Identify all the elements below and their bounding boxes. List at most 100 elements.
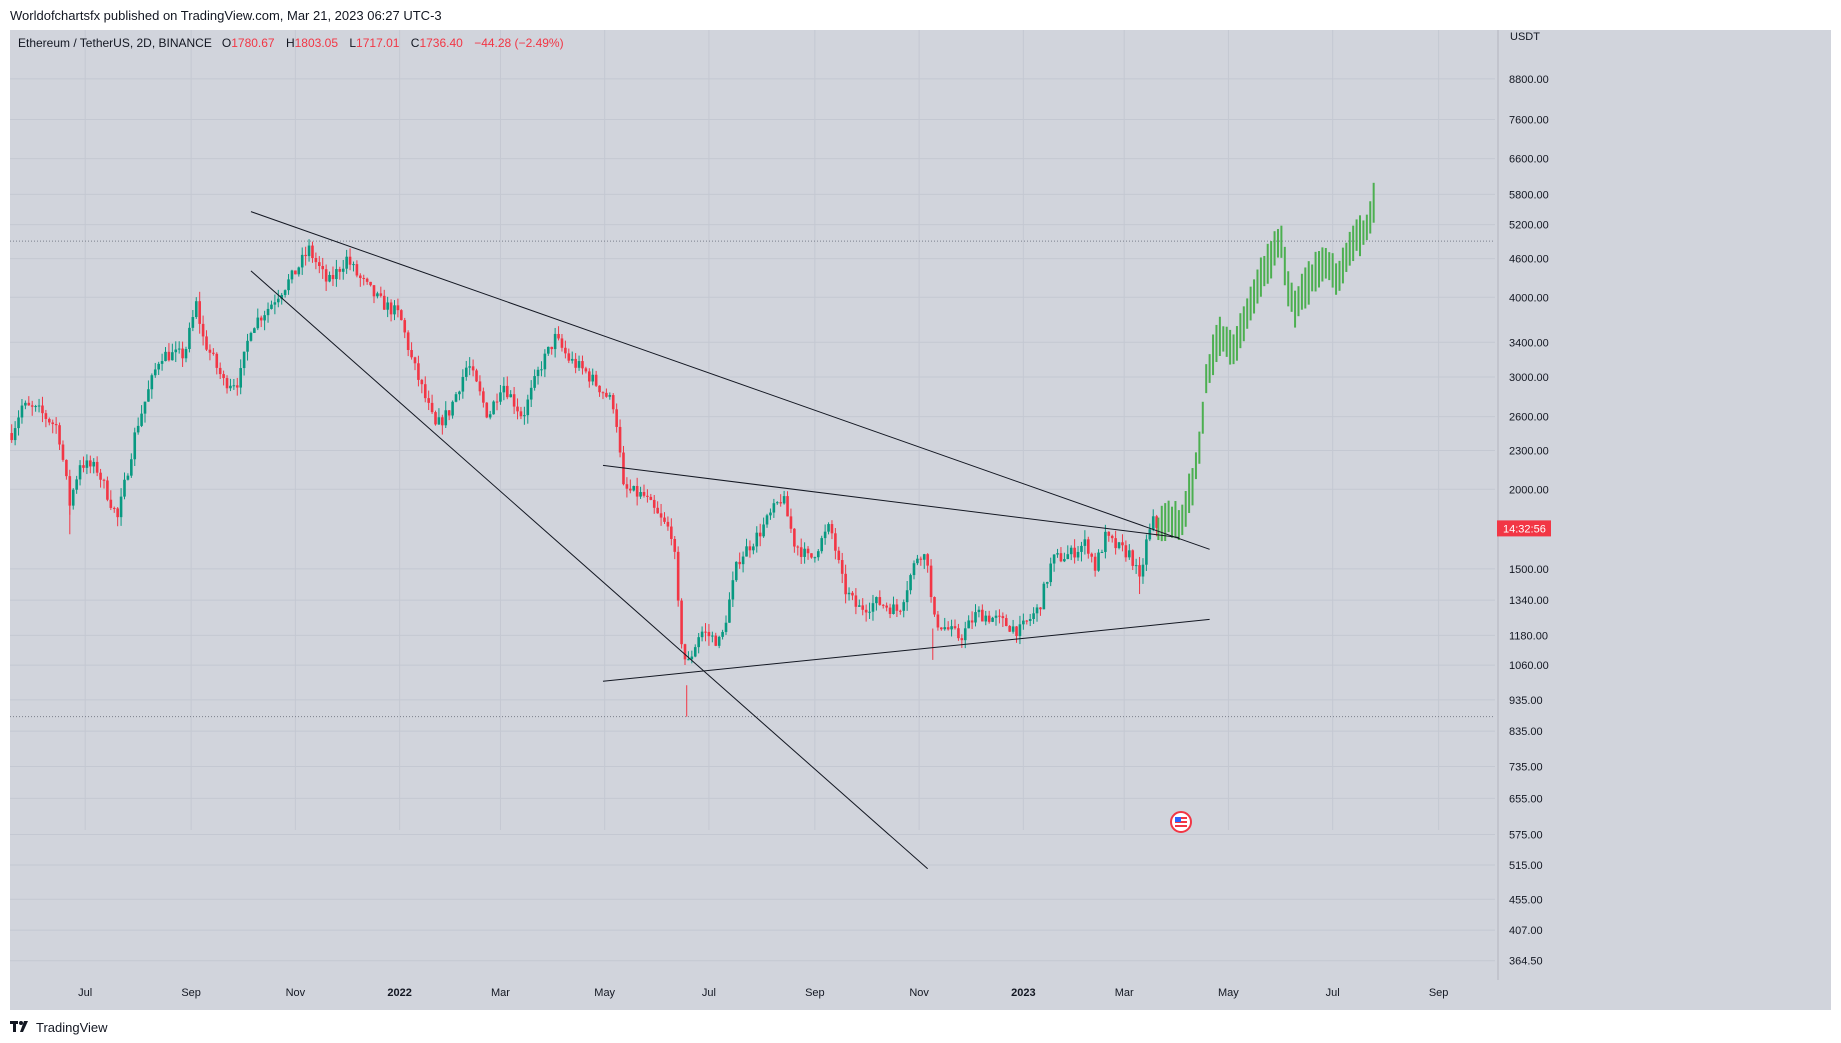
candle-body	[581, 361, 584, 369]
candle-body	[799, 547, 803, 557]
candle-body	[492, 401, 495, 415]
open-value: 1780.67	[231, 36, 275, 50]
candle-body	[71, 489, 75, 506]
candle-body	[92, 461, 96, 467]
candle-body	[984, 615, 988, 622]
candle-body	[1104, 531, 1107, 552]
price-chart[interactable]: 8800.00 7600.00 6600.00 5800.00 5200.00 4600.…	[10, 30, 1831, 1010]
candle-body	[1066, 554, 1070, 560]
y-tick-label: 6600.00	[1509, 154, 1549, 166]
candle-body	[505, 385, 509, 398]
candle-body	[1069, 547, 1073, 555]
candle-body	[294, 270, 297, 275]
candle-body	[875, 597, 878, 604]
y-tick-label: 1500.00	[1509, 564, 1549, 576]
symbol-name[interactable]: Ethereum / TetherUS, 2D, BINANCE	[18, 36, 212, 50]
candle-body	[560, 338, 564, 348]
x-tick-label: Mar	[491, 987, 510, 999]
candle-body	[844, 573, 847, 595]
candle-body	[335, 269, 338, 280]
candle-body	[577, 361, 581, 368]
close-value: 1736.40	[419, 36, 463, 50]
candle-body	[1025, 620, 1029, 622]
trendline-upper-resistance	[250, 211, 1210, 550]
candle-body	[769, 512, 772, 516]
candle-body	[232, 385, 236, 387]
candle-body	[225, 378, 229, 389]
candle-body	[895, 604, 899, 611]
candle-body	[417, 363, 420, 380]
candle-body	[109, 499, 113, 508]
candle-body	[1028, 619, 1032, 622]
candle-body	[943, 627, 947, 630]
y-tick-label: 7600.00	[1509, 115, 1549, 127]
candle-body	[793, 528, 796, 547]
candle-body	[905, 590, 909, 603]
candle-body	[1042, 583, 1046, 610]
candle-body	[458, 391, 461, 395]
candle-body	[536, 369, 540, 377]
candle-body	[280, 294, 284, 299]
chart-area[interactable]: 8800.00 7600.00 6600.00 5800.00 5200.00 4600.…	[10, 30, 1831, 1010]
candle-body	[348, 256, 352, 265]
candle-body	[181, 348, 184, 359]
candle-body	[1073, 547, 1076, 558]
x-tick-label: May	[1218, 987, 1239, 999]
candle-body	[803, 548, 806, 557]
candle-body	[1015, 626, 1018, 637]
candle-body	[300, 254, 304, 268]
candle-body	[567, 353, 571, 361]
candle-body	[916, 558, 919, 564]
candle-body	[482, 391, 485, 403]
candle-body	[400, 310, 403, 321]
candle-body	[885, 605, 888, 608]
candle-body	[386, 302, 389, 310]
candle-body	[24, 402, 27, 406]
candle-body	[523, 415, 526, 417]
candle-body	[588, 371, 591, 382]
candle-body	[369, 281, 372, 286]
tradingview-brand: TradingView	[36, 1020, 108, 1035]
high-label: H	[285, 36, 295, 50]
price-tag-box	[1497, 520, 1551, 537]
tradingview-logo[interactable]: TradingView	[10, 1020, 108, 1035]
candle-body	[1155, 516, 1158, 528]
candle-body	[499, 392, 502, 402]
candle-body	[123, 479, 126, 497]
candle-body	[1110, 535, 1114, 539]
x-tick-label: Jul	[78, 987, 92, 999]
candle-body	[427, 398, 430, 403]
candle-body	[99, 472, 102, 480]
candle-body	[926, 554, 929, 566]
candle-body	[810, 553, 813, 558]
candle-body	[147, 389, 150, 402]
candle-body	[734, 561, 738, 581]
candle-body	[820, 538, 824, 552]
candle-body	[707, 631, 711, 637]
candle-body	[184, 348, 188, 359]
candle-body	[557, 333, 560, 339]
candle-body	[967, 620, 970, 629]
candle-body	[372, 285, 376, 297]
candle-body	[738, 561, 741, 565]
candle-body	[1107, 531, 1111, 536]
candle-body	[902, 602, 906, 611]
candle-body	[266, 308, 270, 316]
candle-body	[311, 245, 314, 258]
candle-body	[834, 533, 837, 551]
candle-body	[615, 409, 618, 427]
candle-body	[13, 428, 17, 441]
candle-body	[153, 369, 157, 376]
candle-body	[683, 644, 687, 660]
candle-body	[1011, 626, 1015, 632]
candle-body	[670, 526, 673, 539]
x-tick-label: Sep	[1429, 987, 1449, 999]
publish-header: Worldofchartsfx published on TradingView…	[0, 0, 1841, 30]
candle-body	[823, 531, 827, 539]
candle-body	[755, 532, 759, 547]
candle-body	[167, 351, 171, 361]
candle-body	[847, 592, 851, 595]
candle-body	[594, 374, 598, 386]
candle-body	[65, 459, 68, 477]
candle-body	[270, 304, 273, 309]
